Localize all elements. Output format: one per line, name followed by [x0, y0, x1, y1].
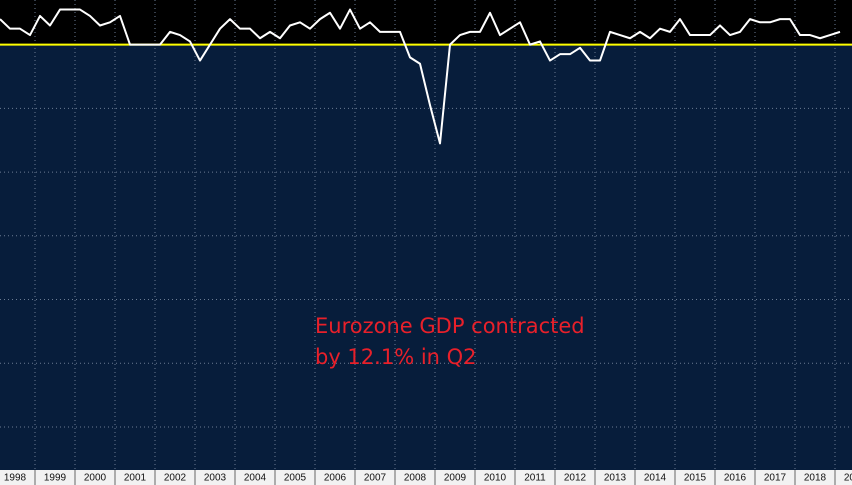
x-tick-label: 2002: [164, 473, 187, 484]
annotation: Eurozone GDP contracted: [315, 314, 585, 338]
x-tick-label: 2004: [244, 473, 267, 484]
x-tick-label: 2016: [724, 473, 747, 484]
data-line: [0, 8, 841, 145]
x-tick-label: 2001: [124, 473, 147, 484]
x-tick-label: 2000: [84, 473, 107, 484]
x-tick-label: 1999: [44, 473, 67, 484]
x-tick-label: 2018: [804, 473, 827, 484]
annotation: by 12.1% in Q2: [315, 345, 477, 369]
x-tick-label: 2009: [444, 473, 467, 484]
x-tick-label: 2015: [684, 473, 707, 484]
background-layer: [0, 0, 852, 45]
data-layer: [0, 8, 852, 145]
upper-region: [0, 0, 852, 45]
x-tick-label: 2005: [284, 473, 307, 484]
x-tick-label: 2010: [484, 473, 507, 484]
x-tick-label: 1998: [4, 473, 27, 484]
x-axis-strip: [0, 470, 852, 485]
x-tick-label: 2014: [644, 473, 667, 484]
x-tick-label: 2006: [324, 473, 347, 484]
axis-layer: 1998 1999 2000 2001 2002 2003 2004 2005 2006 2007…: [4, 470, 852, 485]
x-tick-label: 2003: [204, 473, 227, 484]
x-tick-label: 2017: [764, 473, 787, 484]
x-tick-label: 2007: [364, 473, 387, 484]
x-tick-label: 2019: [844, 473, 852, 484]
x-tick-label: 2008: [404, 473, 427, 484]
x-tick-label: 2012: [564, 473, 587, 484]
plot-background: [0, 0, 852, 470]
x-tick-label: 2013: [604, 473, 627, 484]
x-tick-label: 2011: [524, 473, 546, 484]
